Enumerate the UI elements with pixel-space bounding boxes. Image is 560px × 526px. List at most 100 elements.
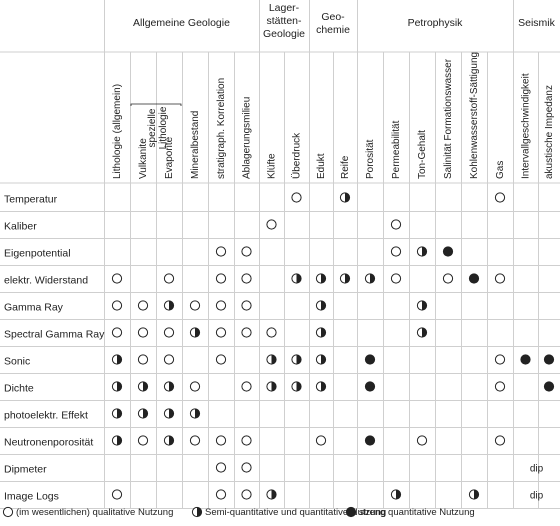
usage-open-symbol — [241, 435, 252, 446]
half-circle-fill — [370, 273, 375, 284]
half-circle-fill — [271, 354, 277, 365]
usage-open-symbol — [241, 381, 252, 392]
half-circle-fill — [169, 300, 174, 311]
half-circle-fill — [474, 489, 479, 500]
usage-open-symbol — [241, 462, 252, 473]
usage-open-symbol — [390, 219, 402, 230]
bracket-label: spezielle — [147, 108, 158, 147]
column-header: Porosität — [365, 139, 376, 179]
group-header-3: Petrophysik — [408, 17, 464, 29]
usage-half-symbol — [291, 381, 302, 392]
usage-half-symbol — [163, 300, 175, 311]
half-circle-fill — [321, 354, 326, 365]
table-grid — [0, 0, 560, 509]
usage-open-symbol — [416, 435, 428, 446]
usage-half-symbol — [266, 354, 277, 365]
legend-text: streng quantitative Nutzung — [359, 507, 475, 518]
half-circle-fill — [422, 300, 427, 311]
half-circle-fill — [197, 507, 202, 517]
usage-half-symbol — [111, 381, 123, 392]
half-circle-fill — [271, 489, 277, 500]
column-header: Reife — [340, 155, 351, 179]
legend-text: Semi-quantitative und quantitative Nutzu… — [205, 507, 386, 518]
half-circle-fill — [422, 246, 427, 257]
column-header: Lithologie (allgemein) — [112, 84, 123, 179]
usage-open-symbol — [494, 381, 506, 392]
usage-open-symbol — [189, 381, 201, 392]
column-header: Ablagerungsmilieu — [242, 97, 253, 179]
column-header: Überdruck — [291, 132, 303, 179]
legend-open-symbol — [2, 506, 14, 518]
usage-open-symbol — [189, 300, 201, 311]
row-header: Dipmeter — [4, 464, 47, 476]
usage-half-symbol — [291, 273, 302, 284]
column-header: Ton-Gehalt — [417, 130, 428, 179]
usage-open-symbol — [137, 300, 149, 311]
usage-open-symbol — [442, 273, 454, 284]
usage-open-symbol — [494, 435, 506, 446]
row-header: Kaliber — [4, 221, 37, 233]
dip-marker: dip — [530, 491, 544, 502]
half-circle-fill — [321, 327, 326, 338]
half-circle-fill — [422, 327, 427, 338]
row-headers: Temperatur Kaliber Eigenpotential elektr. W… — [4, 194, 105, 503]
half-circle-fill — [117, 354, 122, 365]
group-header-1: stätten- — [266, 15, 302, 27]
usage-open-symbol — [494, 192, 506, 203]
half-circle-fill — [169, 408, 174, 419]
usage-open-symbol — [137, 327, 149, 338]
usage-open-symbol — [111, 489, 123, 500]
column-header: Mineralbestand — [190, 111, 201, 179]
half-circle-fill — [143, 381, 148, 392]
row-header: Dichte — [4, 383, 34, 395]
usage-half-symbol — [189, 408, 201, 419]
usage-half-symbol — [390, 489, 402, 500]
half-circle-fill — [271, 381, 277, 392]
bracket-label: Lithologie — [158, 106, 169, 149]
usage-open-symbol — [494, 354, 506, 365]
usage-half-symbol — [315, 300, 327, 311]
usage-half-symbol — [137, 381, 149, 392]
usage-filled-symbol — [442, 246, 454, 257]
usage-open-symbol — [494, 273, 506, 284]
usage-open-symbol — [215, 354, 227, 365]
half-circle-fill — [195, 327, 200, 338]
half-circle-fill — [117, 435, 122, 446]
row-header: Image Logs — [4, 491, 59, 503]
half-circle-fill — [195, 408, 200, 419]
half-circle-fill — [396, 489, 401, 500]
usage-filled-symbol — [468, 273, 480, 284]
usage-open-symbol — [111, 300, 123, 311]
legend-filled-symbol — [345, 506, 357, 518]
usage-filled-symbol — [364, 354, 376, 365]
usage-open-symbol — [266, 219, 277, 230]
row-header: Sonic — [4, 356, 30, 368]
column-header: Salinität Formationswasser — [443, 58, 454, 179]
usage-open-symbol — [390, 246, 402, 257]
group-header-1: Geologie — [263, 28, 305, 40]
half-circle-fill — [321, 300, 326, 311]
usage-half-symbol — [163, 435, 175, 446]
usage-half-symbol — [315, 381, 327, 392]
usage-filled-symbol — [543, 354, 555, 365]
usage-open-symbol — [215, 327, 227, 338]
usage-open-symbol — [390, 273, 402, 284]
usage-open-symbol — [215, 300, 227, 311]
column-header: akustische Impedanz — [544, 85, 555, 179]
usage-open-symbol — [241, 327, 252, 338]
usage-half-symbol — [163, 381, 175, 392]
usage-open-symbol — [266, 327, 277, 338]
group-header-2: Geo- — [321, 11, 345, 23]
usage-half-symbol — [416, 300, 428, 311]
usage-half-symbol — [468, 489, 480, 500]
half-circle-fill — [296, 273, 302, 284]
column-header: Evaporite — [164, 136, 175, 179]
usage-half-symbol — [416, 327, 428, 338]
legend: (im wesentlichen) qualitative Nutzung Sem… — [2, 506, 475, 518]
usage-open-symbol — [241, 300, 252, 311]
group-headers: Allgemeine Geologie Lager-stätten-Geologi… — [133, 2, 556, 40]
usage-open-symbol — [163, 273, 175, 284]
half-circle-fill — [321, 273, 326, 284]
usage-open-symbol — [215, 246, 227, 257]
half-circle-fill — [143, 408, 148, 419]
